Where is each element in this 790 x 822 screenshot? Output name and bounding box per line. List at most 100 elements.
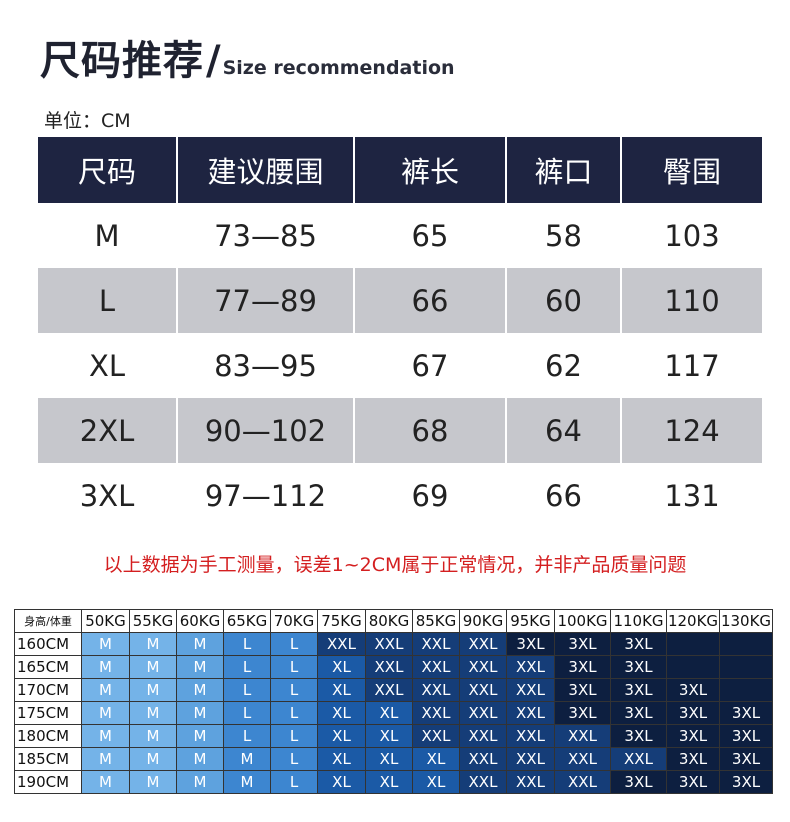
size-recommend-cell: XL bbox=[317, 724, 366, 748]
weight-header: 95KG bbox=[506, 609, 555, 633]
size-recommend-cell: XXL bbox=[506, 770, 555, 794]
size-recommend-cell: XXL bbox=[412, 655, 460, 679]
size-recommend-cell: M bbox=[176, 655, 224, 679]
size-cell: 69 bbox=[355, 463, 507, 528]
size-cell: L bbox=[38, 268, 178, 333]
size-recommend-cell: 3XL bbox=[554, 678, 611, 702]
size-recommend-cell: XXL bbox=[506, 655, 555, 679]
size-recommend-cell: 3XL bbox=[610, 678, 667, 702]
size-recommend-cell bbox=[719, 678, 773, 702]
size-recommend-cell: 3XL bbox=[610, 632, 667, 656]
title-english: Size recommendation bbox=[222, 57, 455, 79]
size-recommend-cell: L bbox=[270, 747, 318, 771]
size-cell: 3XL bbox=[38, 463, 178, 528]
weight-header: 90KG bbox=[459, 609, 507, 633]
size-cell: 60 bbox=[507, 268, 622, 333]
size-recommend-cell: XXL bbox=[506, 724, 555, 748]
weight-header: 110KG bbox=[610, 609, 667, 633]
size-recommend-cell: XL bbox=[317, 655, 366, 679]
size-cell: 68 bbox=[355, 398, 507, 463]
page-title: 尺码推荐 / Size recommendation bbox=[40, 30, 455, 86]
size-recommend-cell: M bbox=[129, 701, 177, 725]
grid-header-row: 身高/体重 50KG 55KG 60KG 65KG 70KG 75KG 80KG 85KG 90K… bbox=[14, 609, 773, 633]
size-recommend-cell: M bbox=[81, 701, 130, 725]
size-recommend-cell bbox=[666, 632, 720, 656]
size-recommend-cell: XXL bbox=[317, 632, 366, 656]
size-recommend-cell: M bbox=[176, 770, 224, 794]
size-cell: 103 bbox=[664, 218, 720, 253]
size-cell: 66 bbox=[507, 463, 622, 528]
grid-corner-label: 身高/体重 bbox=[14, 609, 82, 633]
grid-row: 165CM M M M L L XL XXL XXL XXL XXL 3XL 3XL bbox=[14, 655, 773, 679]
size-row: M 73—85 65 58 103 bbox=[38, 203, 762, 268]
size-recommend-cell: XL bbox=[317, 770, 366, 794]
size-recommend-cell: L bbox=[223, 724, 271, 748]
size-header-cell: 尺码 bbox=[38, 137, 178, 203]
size-recommend-cell: M bbox=[129, 724, 177, 748]
size-cell: 64 bbox=[507, 398, 622, 463]
grid-row: 190CM M M M M L XL XL XL XXL XXL XXL 3XL 3XL 3XL bbox=[14, 770, 773, 794]
height-label: 180CM bbox=[14, 724, 82, 748]
weight-header: 50KG bbox=[81, 609, 130, 633]
size-recommend-cell: 3XL bbox=[610, 770, 667, 794]
size-recommend-cell: XXL bbox=[554, 770, 611, 794]
size-cell: 66 bbox=[355, 268, 507, 333]
size-recommend-cell: M bbox=[176, 678, 224, 702]
size-recommend-cell: XL bbox=[317, 747, 366, 771]
size-recommend-cell: 3XL bbox=[506, 632, 555, 656]
size-recommend-cell: 3XL bbox=[666, 701, 720, 725]
weight-header: 55KG bbox=[129, 609, 177, 633]
size-recommend-cell: 3XL bbox=[610, 655, 667, 679]
size-recommend-cell: M bbox=[176, 701, 224, 725]
size-recommend-cell: M bbox=[223, 747, 271, 771]
size-recommend-cell: 3XL bbox=[719, 701, 773, 725]
height-label: 190CM bbox=[14, 770, 82, 794]
unit-label: 单位：CM bbox=[44, 110, 131, 132]
size-recommend-cell: XXL bbox=[554, 747, 611, 771]
size-cell: XL bbox=[38, 333, 178, 398]
size-cell: 58 bbox=[507, 203, 622, 268]
weight-header: 130KG bbox=[719, 609, 773, 633]
size-recommend-cell: XXL bbox=[459, 770, 507, 794]
size-recommend-cell: 3XL bbox=[554, 632, 611, 656]
size-recommend-cell: XXL bbox=[412, 724, 460, 748]
size-recommend-cell: M bbox=[81, 724, 130, 748]
size-recommend-cell: XL bbox=[412, 747, 460, 771]
weight-header: 80KG bbox=[365, 609, 413, 633]
size-cell: M bbox=[38, 203, 178, 268]
grid-row: 185CM M M M M L XL XL XL XXL XXL XXL XXL 3XL 3XL bbox=[14, 747, 773, 771]
size-recommend-cell: M bbox=[81, 747, 130, 771]
title-chinese: 尺码推荐 bbox=[40, 38, 204, 84]
size-recommend-cell: XXL bbox=[554, 724, 611, 748]
recommend-grid: 身高/体重 50KG 55KG 60KG 65KG 70KG 75KG 80KG 85KG 90K… bbox=[14, 609, 773, 794]
size-recommend-cell: XL bbox=[365, 724, 413, 748]
size-recommend-cell: XXL bbox=[365, 678, 413, 702]
height-label: 165CM bbox=[14, 655, 82, 679]
size-recommend-cell: XXL bbox=[506, 701, 555, 725]
size-header-cell: 裤口 bbox=[507, 137, 622, 203]
size-recommend-cell: 3XL bbox=[610, 724, 667, 748]
size-recommend-cell: 3XL bbox=[719, 724, 773, 748]
size-recommend-cell: M bbox=[129, 747, 177, 771]
size-recommend-cell: XXL bbox=[459, 678, 507, 702]
grid-row: 170CM M M M L L XL XXL XXL XXL XXL 3XL 3XL 3XL bbox=[14, 678, 773, 702]
size-recommend-cell: L bbox=[270, 632, 318, 656]
size-recommend-cell: XL bbox=[317, 701, 366, 725]
size-recommend-cell: XL bbox=[412, 770, 460, 794]
size-recommend-cell: M bbox=[129, 770, 177, 794]
size-recommend-cell: M bbox=[81, 678, 130, 702]
size-recommend-cell: XXL bbox=[365, 632, 413, 656]
title-slash: / bbox=[206, 38, 221, 84]
size-recommend-cell: 3XL bbox=[554, 655, 611, 679]
size-recommend-cell: L bbox=[223, 701, 271, 725]
size-recommend-cell: M bbox=[81, 655, 130, 679]
size-cell: 2XL bbox=[38, 398, 178, 463]
height-label: 175CM bbox=[14, 701, 82, 725]
weight-header: 60KG bbox=[176, 609, 224, 633]
size-recommend-cell: 3XL bbox=[666, 747, 720, 771]
size-row: 3XL 97—112 69 66 131 bbox=[38, 463, 762, 528]
size-recommend-cell bbox=[666, 655, 720, 679]
weight-header: 65KG bbox=[223, 609, 271, 633]
size-recommend-cell: XXL bbox=[459, 632, 507, 656]
size-recommend-cell: XXL bbox=[459, 655, 507, 679]
